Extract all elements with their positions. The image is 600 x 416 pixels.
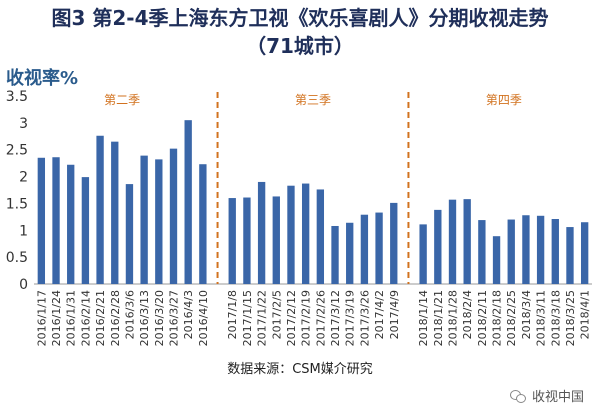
x-tick-label: 2018/3/4 xyxy=(520,290,533,339)
x-tick-label: 2017/1/8 xyxy=(226,290,239,339)
bar xyxy=(478,220,486,284)
bar xyxy=(243,197,251,284)
x-tick-label: 2017/2/26 xyxy=(314,290,327,346)
watermark: 收视中国 xyxy=(509,386,584,405)
x-tick-label: 2016/3/27 xyxy=(168,290,181,346)
x-tick-label: 2017/3/12 xyxy=(329,290,342,346)
y-tick-label: 2.5 xyxy=(6,143,28,159)
chart-subtitle: （71城市） xyxy=(246,34,354,58)
watermark-text: 收视中国 xyxy=(531,390,584,405)
bar xyxy=(169,148,178,284)
bar xyxy=(228,198,236,284)
x-tick-label: 2018/1/28 xyxy=(447,290,460,346)
source-note: 数据来源：CSM媒介研究 xyxy=(227,362,373,377)
x-tick-label: 2016/1/31 xyxy=(65,290,78,346)
y-tick-label: 3.5 xyxy=(6,89,28,105)
x-tick-label: 2018/4/1 xyxy=(579,290,592,339)
x-tick-label: 2017/3/26 xyxy=(358,290,371,346)
bar xyxy=(316,189,325,284)
x-tick-label: 2018/3/25 xyxy=(564,290,577,346)
bar xyxy=(580,222,589,284)
bar xyxy=(419,224,427,284)
x-tick-label: 2016/4/10 xyxy=(197,290,210,346)
bar xyxy=(551,219,559,284)
y-tick-label: 1 xyxy=(19,223,28,239)
bar xyxy=(360,214,369,284)
season-label: 第四季 xyxy=(486,93,522,107)
bar xyxy=(448,199,457,284)
x-tick-label: 2017/2/19 xyxy=(300,290,313,346)
x-tick-label: 2016/2/21 xyxy=(94,290,107,346)
y-tick-label: 1.5 xyxy=(6,196,28,212)
bar xyxy=(301,183,310,284)
bar xyxy=(346,222,354,284)
chart-title: 图3 第2-4季上海东方卫视《欢乐喜剧人》分期收视走势 xyxy=(51,6,549,30)
bar xyxy=(287,185,295,284)
bar xyxy=(434,209,442,284)
wechat-icon xyxy=(509,389,526,403)
bar xyxy=(125,184,134,284)
x-tick-label: 2018/2/11 xyxy=(476,290,489,346)
bar xyxy=(375,212,383,284)
season-label: 第三季 xyxy=(295,93,331,107)
x-tick-label: 2018/2/4 xyxy=(461,290,474,339)
bar xyxy=(522,215,530,284)
x-tick-label: 2016/3/6 xyxy=(123,290,136,339)
x-tick-label: 2018/1/21 xyxy=(432,290,445,346)
x-tick-label: 2016/4/3 xyxy=(182,290,195,339)
bar xyxy=(492,236,501,284)
bar xyxy=(566,227,574,284)
bar xyxy=(81,177,90,284)
bar xyxy=(390,202,398,284)
x-tick-label: 2018/1/14 xyxy=(417,290,430,346)
bar xyxy=(37,157,46,284)
bar xyxy=(52,157,60,284)
bar xyxy=(155,159,163,284)
x-tick-label: 2018/3/18 xyxy=(549,290,562,346)
x-tick-label: 2018/3/11 xyxy=(535,290,548,346)
x-tick-label: 2016/1/24 xyxy=(50,290,63,346)
x-tick-label: 2016/2/14 xyxy=(79,290,92,346)
x-tick-label: 2016/3/13 xyxy=(138,290,151,346)
bar xyxy=(67,164,75,284)
bar xyxy=(257,181,266,284)
x-tick-label: 2017/3/19 xyxy=(344,290,357,346)
x-tick-label: 2016/2/28 xyxy=(109,290,122,346)
season-label: 第二季 xyxy=(104,93,140,107)
bar xyxy=(184,120,192,285)
x-tick-label: 2017/4/9 xyxy=(388,290,401,339)
bar xyxy=(111,141,119,284)
bar xyxy=(96,135,104,284)
x-tick-label: 2017/4/2 xyxy=(373,290,386,339)
bar xyxy=(463,199,471,284)
x-tick-label: 2016/3/20 xyxy=(153,290,166,346)
y-tick-label: 3 xyxy=(19,116,28,132)
bar xyxy=(199,164,207,284)
bar xyxy=(507,219,515,284)
bar xyxy=(331,225,339,284)
x-tick-label: 2018/2/18 xyxy=(491,290,504,346)
x-tick-label: 2016/1/17 xyxy=(35,290,48,346)
y-axis-label: 收视率% xyxy=(6,68,79,89)
y-tick-label: 2 xyxy=(19,170,28,186)
x-tick-label: 2017/1/22 xyxy=(256,290,269,346)
bar xyxy=(140,155,148,284)
y-tick-label: 0.5 xyxy=(6,250,28,266)
y-tick-label: 0 xyxy=(19,277,28,293)
x-tick-label: 2017/1/15 xyxy=(241,290,254,346)
bar xyxy=(272,196,280,284)
bar xyxy=(536,215,545,284)
x-tick-label: 2018/2/25 xyxy=(505,290,518,346)
x-tick-label: 2017/2/5 xyxy=(270,290,283,339)
x-tick-label: 2017/2/12 xyxy=(285,290,298,346)
